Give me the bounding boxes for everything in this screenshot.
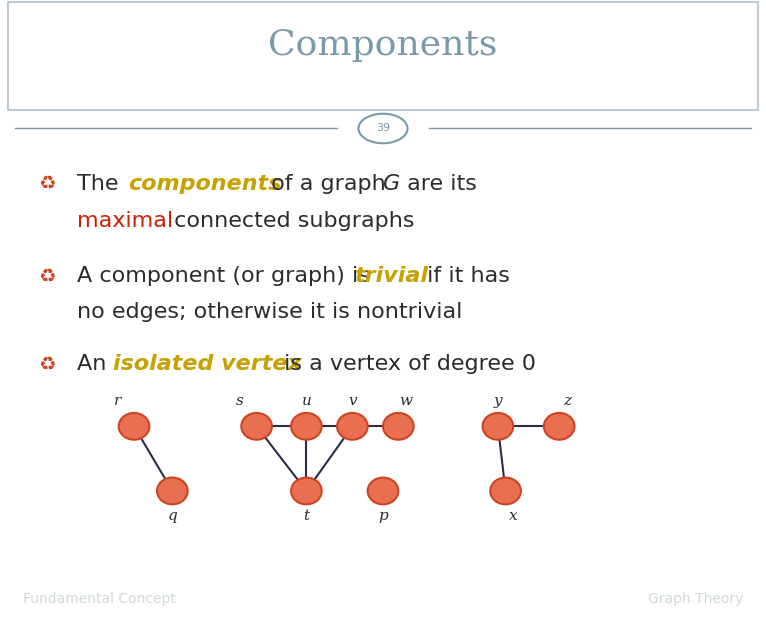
Circle shape [358,114,408,144]
Ellipse shape [119,413,149,440]
Ellipse shape [337,413,368,440]
Text: An: An [77,354,113,374]
Ellipse shape [383,413,414,440]
Text: trivial: trivial [354,266,428,286]
Text: ♻: ♻ [38,174,56,193]
Text: Fundamental Concept: Fundamental Concept [23,592,176,606]
Ellipse shape [544,413,574,440]
Text: Graph Theory: Graph Theory [647,592,743,606]
Text: t: t [303,509,309,524]
Text: 39: 39 [376,124,390,134]
Text: z: z [563,394,571,408]
Text: is a vertex of degree 0: is a vertex of degree 0 [277,354,536,374]
Text: maximal: maximal [77,211,172,231]
Text: no edges; otherwise it is nontrivial: no edges; otherwise it is nontrivial [77,302,462,322]
Text: of a graph: of a graph [264,174,393,194]
Text: isolated vertex: isolated vertex [113,354,303,374]
Text: ♻: ♻ [38,266,56,286]
Text: y: y [493,394,502,408]
Text: x: x [509,509,518,524]
Ellipse shape [241,413,272,440]
Text: r: r [113,394,121,408]
Text: u: u [302,394,311,408]
Text: are its: are its [400,174,476,194]
Ellipse shape [157,477,188,504]
Text: Components: Components [268,28,498,62]
Ellipse shape [490,477,521,504]
Text: s: s [236,394,244,408]
Text: v: v [348,394,357,408]
Ellipse shape [291,477,322,504]
Text: A component (or graph) is: A component (or graph) is [77,266,377,286]
Ellipse shape [291,413,322,440]
Text: q: q [168,509,177,524]
Text: w: w [400,394,412,408]
Ellipse shape [483,413,513,440]
Text: ♻: ♻ [38,354,56,374]
Text: connected subgraphs: connected subgraphs [167,211,414,231]
Text: p: p [378,509,388,524]
Text: components: components [128,174,281,194]
Text: G: G [383,174,401,194]
Text: if it has: if it has [420,266,509,286]
Ellipse shape [368,477,398,504]
Text: The: The [77,174,125,194]
